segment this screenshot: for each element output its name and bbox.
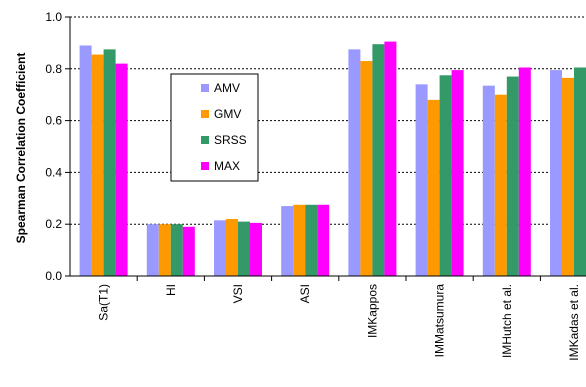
y-axis-label: Spearman Correlation Coefficient bbox=[14, 53, 28, 244]
bar-amv bbox=[281, 206, 294, 276]
bar-max bbox=[250, 222, 262, 276]
bar-max bbox=[317, 204, 330, 276]
bar-srss bbox=[238, 221, 250, 276]
bar-max bbox=[451, 70, 464, 276]
x-tick-label: IMKadas et al. bbox=[567, 284, 581, 361]
bar-gmv bbox=[158, 224, 171, 276]
legend-label: SRSS bbox=[214, 133, 247, 147]
legend-swatch bbox=[201, 110, 209, 118]
bar-srss bbox=[439, 75, 452, 277]
bar-gmv bbox=[494, 94, 507, 276]
legend-label: MAX bbox=[214, 159, 240, 173]
bar-max bbox=[182, 226, 195, 276]
legend-label: AMV bbox=[214, 81, 240, 95]
y-tick-label: 1.0 bbox=[45, 10, 62, 24]
bar-srss bbox=[372, 44, 385, 276]
legend-box bbox=[170, 73, 259, 182]
bar-gmv bbox=[293, 204, 306, 276]
y-tick-label: 0.8 bbox=[45, 62, 62, 76]
bar-max bbox=[115, 63, 128, 277]
x-tick-label: HI bbox=[164, 284, 178, 296]
y-tick-label: 0.6 bbox=[45, 114, 62, 128]
bar-gmv bbox=[562, 77, 574, 277]
x-tick-label: IMKappos bbox=[365, 284, 379, 338]
legend-swatch bbox=[201, 162, 209, 170]
bar-srss bbox=[574, 67, 586, 276]
legend-label: GMV bbox=[214, 107, 241, 121]
bar-gmv bbox=[427, 99, 440, 276]
bars bbox=[79, 41, 586, 277]
bar-srss bbox=[506, 76, 519, 276]
x-tick-label: IMHutch et al. bbox=[500, 284, 514, 358]
bar-max bbox=[518, 67, 531, 276]
bar-amv bbox=[214, 220, 226, 276]
y-tick-label: 0.0 bbox=[45, 269, 62, 283]
bar-gmv bbox=[226, 219, 238, 276]
bar-gmv bbox=[360, 61, 373, 276]
bar-amv bbox=[415, 84, 428, 276]
bar-srss bbox=[170, 224, 183, 276]
bar-amv bbox=[482, 85, 495, 276]
bar-amv bbox=[550, 70, 562, 276]
y-tick-label: 0.4 bbox=[45, 165, 62, 179]
bar-max bbox=[384, 41, 397, 277]
x-tick-label: IMMatsumura bbox=[433, 284, 447, 358]
bar-amv bbox=[79, 45, 92, 276]
x-tick-label: VSI bbox=[231, 284, 245, 303]
legend-swatch bbox=[201, 84, 209, 92]
y-tick-label: 0.2 bbox=[45, 217, 62, 231]
x-tick-label: ASI bbox=[298, 284, 312, 303]
x-tick-label: Sa(T1) bbox=[97, 284, 111, 321]
bar-gmv bbox=[91, 54, 104, 277]
legend-swatch bbox=[201, 136, 209, 144]
legend: AMV GMV SRSS MAX bbox=[170, 73, 259, 182]
bar-amv bbox=[348, 49, 361, 276]
bar-srss bbox=[305, 204, 318, 276]
axes: 0.0 0.2 0.4 0.6 0.8 1.0 Sa(T1) HI VSI ASI IMKappos… bbox=[45, 10, 586, 361]
bar-srss bbox=[103, 49, 116, 276]
bar-amv bbox=[146, 224, 159, 276]
